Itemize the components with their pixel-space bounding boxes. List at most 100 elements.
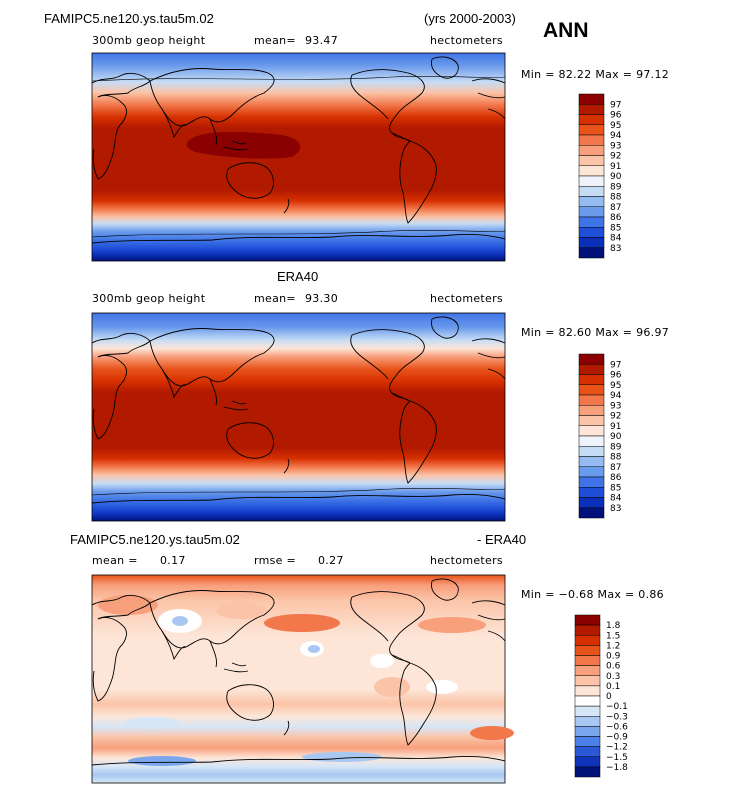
colorbar-swatch <box>578 196 605 207</box>
colorbar-label: 94 <box>610 391 622 401</box>
colorbar-swatch <box>574 695 601 707</box>
panel1-mean-label: mean= <box>254 34 296 47</box>
panel3-map <box>91 574 514 784</box>
colorbar-swatch <box>578 487 605 498</box>
colorbar-swatch <box>578 364 605 375</box>
colorbar-label: 87 <box>610 463 621 473</box>
colorbar-swatch <box>578 145 605 156</box>
colorbar-label: 96 <box>610 111 622 121</box>
panel3-units: hectometers <box>430 554 503 567</box>
colorbar-swatch <box>578 384 605 396</box>
colorbar-label: 0.3 <box>606 672 620 682</box>
colorbar-label: 89 <box>610 442 622 452</box>
colorbar-swatch <box>578 124 605 136</box>
colorbar-label: 84 <box>610 234 622 244</box>
colorbar-swatch <box>578 446 605 457</box>
colorbar-swatch <box>574 665 601 676</box>
colorbar-swatch <box>578 114 605 125</box>
panel3-title-left: FAMIPC5.ne120.ys.tau5m.02 <box>70 532 240 547</box>
colorbar-swatch <box>574 746 601 757</box>
colorbar-label: 92 <box>610 412 621 422</box>
colorbar-swatch <box>578 374 605 385</box>
colorbar-swatch <box>578 216 605 228</box>
colorbar-label: −0.3 <box>606 712 628 722</box>
colorbar-swatch <box>574 624 601 636</box>
colorbar-swatch <box>574 614 601 626</box>
colorbar-swatch <box>578 134 605 146</box>
panel3-mean-value: 0.17 <box>160 554 186 567</box>
colorbar-label: 89 <box>610 182 622 192</box>
colorbar-label: 86 <box>610 213 622 223</box>
colorbar-swatch <box>574 655 601 666</box>
colorbar-swatch <box>578 435 605 447</box>
colorbar-swatch <box>578 353 605 365</box>
colorbar-label: 95 <box>610 121 621 131</box>
panel1-minmax: Min = 82.22 Max = 97.12 <box>521 68 670 81</box>
panel1-units: hectometers <box>430 34 503 47</box>
case-title: FAMIPC5.ne120.ys.tau5m.02 <box>44 11 214 26</box>
colorbar-swatch <box>578 425 605 437</box>
colorbar-label: 91 <box>610 422 621 432</box>
panel2-variable: 300mb geop height <box>92 292 206 305</box>
panel3-title-right: - ERA40 <box>477 532 527 547</box>
colorbar-swatch <box>574 635 601 646</box>
colorbar-swatch <box>578 456 605 467</box>
colorbar-label: 1.2 <box>606 641 620 651</box>
colorbar-label: 93 <box>610 401 621 411</box>
panel2-title: ERA40 <box>277 269 319 284</box>
colorbar-swatch <box>578 497 605 508</box>
colorbar-swatch <box>578 186 605 197</box>
colorbar-label: 85 <box>610 483 621 493</box>
colorbar-label: 0.9 <box>606 652 621 662</box>
colorbar-label: −0.6 <box>606 722 628 732</box>
colorbar-swatch <box>578 175 605 187</box>
colorbar-swatch <box>574 675 601 687</box>
panel3-minmax: Min = −0.68 Max = 0.86 <box>521 588 664 601</box>
colorbar-label: 85 <box>610 223 621 233</box>
colorbar-swatch <box>574 716 601 727</box>
colorbar-swatch <box>578 405 605 416</box>
colorbar-swatch <box>578 415 605 426</box>
colorbar-label: −1.5 <box>606 753 628 763</box>
colorbar-label: 94 <box>610 131 622 141</box>
panel2-map <box>91 312 506 522</box>
panel1-variable: 300mb geop height <box>92 34 206 47</box>
colorbar-label: 1.8 <box>606 621 621 631</box>
colorbar-label: 0.1 <box>606 682 620 692</box>
colorbar-label: 1.5 <box>606 631 620 641</box>
colorbar-swatch <box>578 93 605 105</box>
colorbar-label: −1.8 <box>606 763 628 773</box>
colorbar-label: 92 <box>610 152 621 162</box>
colorbar-swatch <box>578 206 605 218</box>
panel3-mean-label: mean = <box>92 554 138 567</box>
colorbar-label: −0.1 <box>606 702 628 712</box>
colorbar-swatch <box>574 705 601 717</box>
years-label: (yrs 2000-2003) <box>424 11 516 26</box>
colorbar-label: 83 <box>610 504 621 514</box>
colorbar-label: 83 <box>610 244 621 254</box>
colorbar-swatch <box>574 685 601 697</box>
colorbar-label: 90 <box>610 172 622 182</box>
colorbar-label: 91 <box>610 162 621 172</box>
colorbar-label: 93 <box>610 141 621 151</box>
panel2-mean-value: 93.30 <box>305 292 338 305</box>
panel3-colorbar: 1.81.51.20.90.60.30.10−0.1−0.3−0.6−0.9−1… <box>574 614 628 778</box>
colorbar-label: −1.2 <box>606 743 628 753</box>
colorbar-swatch <box>574 726 601 737</box>
colorbar-label: −0.9 <box>606 733 628 743</box>
colorbar-swatch <box>578 466 605 478</box>
colorbar-swatch <box>578 507 605 519</box>
colorbar-label: 88 <box>610 453 622 463</box>
colorbar-label: 0 <box>606 692 612 702</box>
panel2-minmax: Min = 82.60 Max = 96.97 <box>521 326 670 339</box>
colorbar-swatch <box>578 394 605 406</box>
season-label: ANN <box>543 19 589 42</box>
panel3-rmse-value: 0.27 <box>318 554 344 567</box>
colorbar-label: 86 <box>610 473 622 483</box>
panel1-mean-value: 93.47 <box>305 34 338 47</box>
panel1-map <box>91 52 506 262</box>
colorbar-label: 95 <box>610 381 621 391</box>
